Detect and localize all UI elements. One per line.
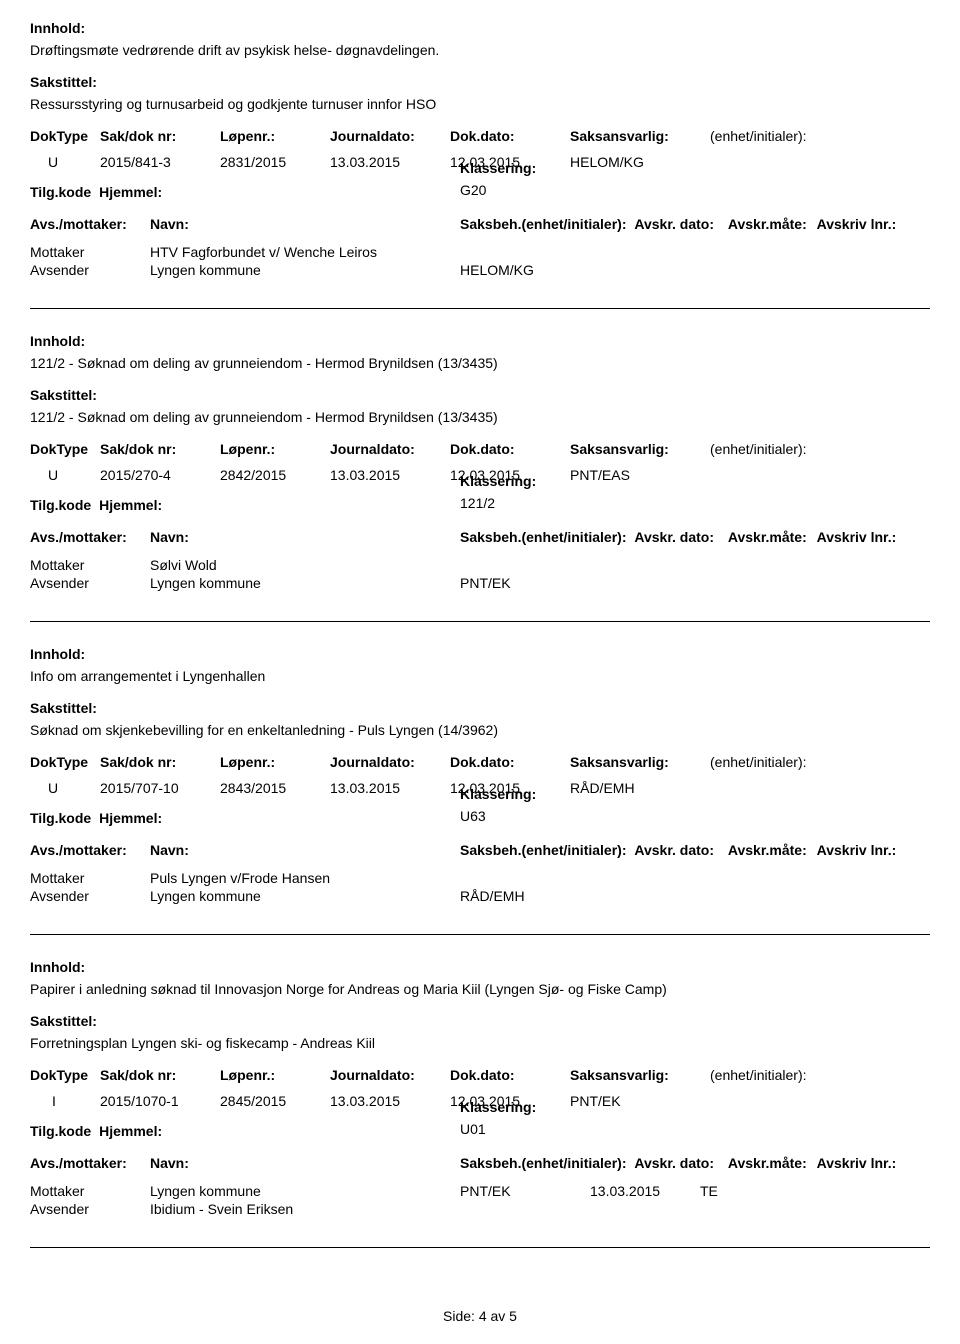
mottaker-name: HTV Fagforbundet v/ Wenche Leiros [150,244,460,260]
klassering-row: Klassering: U63 [30,786,930,824]
avsmottaker-header: Avs./mottaker: [30,216,150,232]
mottaker-row: Mottaker Lyngen kommune PNT/EK 13.03.201… [30,1183,930,1199]
innhold-text: Info om arrangementet i Lyngenhallen [30,668,930,684]
mottaker-row: Mottaker Sølvi Wold [30,557,930,573]
klassering-row: Klassering: 121/2 [30,473,930,511]
mottaker-label: Mottaker [30,244,150,260]
klassering-value: G20 [460,182,930,198]
page-footer: Side: 4 av 5 [30,1308,930,1324]
meta-header-row: DokType Sak/dok nr: Løpenr.: Journaldato… [30,441,930,463]
record-divider [30,621,930,622]
avsender-row: Avsender Lyngen kommune PNT/EK [30,575,930,591]
innhold-label: Innhold: [30,20,930,36]
meta-header-row: DokType Sak/dok nr: Løpenr.: Journaldato… [30,1067,930,1089]
meta-header-row: DokType Sak/dok nr: Løpenr.: Journaldato… [30,128,930,150]
journal-record: Innhold: 121/2 - Søknad om deling av gru… [30,333,930,591]
avsender-saksbeh: HELOM/KG [460,262,590,278]
sakstittel-text: Forretningsplan Lyngen ski- og fiskecamp… [30,1035,930,1051]
journaldato-header: Journaldato: [330,128,450,144]
avsender-row: Avsender Lyngen kommune HELOM/KG [30,262,930,278]
party-header-row: Avs./mottaker: Navn: Saksbeh.(enhet/init… [30,842,930,864]
journal-record: Innhold: Papirer i anledning søknad til … [30,959,930,1217]
sakstittel-label: Sakstittel: [30,700,930,716]
avskr-dato-value: 13.03.2015 [590,1183,700,1199]
mottaker-row: Mottaker HTV Fagforbundet v/ Wenche Leir… [30,244,930,260]
dokdato-header: Dok.dato: [450,128,570,144]
record-divider [30,934,930,935]
journal-record: Innhold: Info om arrangementet i Lyngenh… [30,646,930,904]
avsender-label: Avsender [30,262,150,278]
klassering-row: Klassering: U01 [30,1099,930,1137]
saksbeh-avskr-header: Saksbeh.(enhet/initialer): Avskr. dato: … [460,216,930,232]
innhold-label: Innhold: [30,959,930,975]
record-divider [30,1247,930,1248]
avsender-row: Avsender Ibidium - Svein Eriksen [30,1201,930,1217]
avsender-name: Lyngen kommune [150,262,460,278]
innhold-label: Innhold: [30,333,930,349]
saksansvarlig-header: Saksansvarlig: [570,128,710,144]
party-header-row: Avs./mottaker: Navn: Saksbeh.(enhet/init… [30,1155,930,1177]
doktype-header: DokType [30,128,100,144]
klassering-label: Klassering: [460,160,930,176]
sakstittel-label: Sakstittel: [30,74,930,90]
record-divider [30,308,930,309]
klassering-row: Klassering: G20 [30,160,930,198]
mottaker-row: Mottaker Puls Lyngen v/Frode Hansen [30,870,930,886]
sakstittel-text: 121/2 - Søknad om deling av grunneiendom… [30,409,930,425]
avskr-mate-value: TE [700,1183,810,1199]
lopenr-header: Løpenr.: [220,128,330,144]
avsender-row: Avsender Lyngen kommune RÅD/EMH [30,888,930,904]
meta-header-row: DokType Sak/dok nr: Løpenr.: Journaldato… [30,754,930,776]
party-header-row: Avs./mottaker: Navn: Saksbeh.(enhet/init… [30,216,930,238]
party-header-row: Avs./mottaker: Navn: Saksbeh.(enhet/init… [30,529,930,551]
sakstittel-text: Søknad om skjenkebevilling for en enkelt… [30,722,930,738]
sakstittel-text: Ressursstyring og turnusarbeid og godkje… [30,96,930,112]
navn-header: Navn: [150,216,460,232]
innhold-text: Drøftingsmøte vedrørende drift av psykis… [30,42,930,58]
sakstittel-label: Sakstittel: [30,1013,930,1029]
enhet-header: (enhet/initialer): [710,128,930,150]
journal-record: Innhold: Drøftingsmøte vedrørende drift … [30,20,930,278]
innhold-label: Innhold: [30,646,930,662]
sakstittel-label: Sakstittel: [30,387,930,403]
innhold-text: Papirer i anledning søknad til Innovasjo… [30,981,930,997]
innhold-text: 121/2 - Søknad om deling av grunneiendom… [30,355,930,371]
saknr-header: Sak/dok nr: [100,128,220,144]
